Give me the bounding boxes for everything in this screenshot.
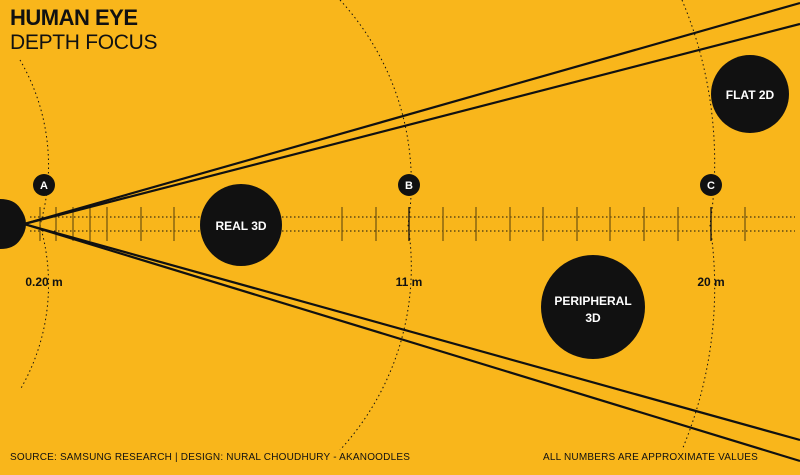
arc-far [681,0,716,451]
page-title: HUMAN EYE [10,5,138,30]
cone-upper-outer [23,1,800,226]
approximation-note: ALL NUMBERS ARE APPROXIMATE VALUES [542,452,758,463]
distance-ticks [39,207,746,241]
marker-a: A [33,174,55,196]
zone-peripheral-3d: PERIPHERAL 3D [541,255,645,359]
zone-flat-2d-label: FLAT 2D [726,88,775,102]
distance-label-b: 11 m [396,275,423,289]
marker-c: C [700,174,722,196]
arc-near [19,59,50,391]
cone-upper-inner [23,22,800,226]
zone-peripheral-label-line2: 3D [585,311,601,325]
marker-b: B [398,174,420,196]
zone-real-3d: REAL 3D [200,184,282,266]
distance-label-c: 20 m [697,275,724,289]
marker-a-label: A [40,180,48,192]
distance-arcs [19,0,716,451]
arc-mid [339,0,412,451]
distance-label-a: 0.20 m [25,275,62,289]
field-of-view-cone [23,1,800,463]
zone-flat-2d: FLAT 2D [711,55,789,133]
marker-c-label: C [707,180,715,192]
marker-b-label: B [405,180,413,192]
page-subtitle: DEPTH FOCUS [10,31,158,54]
zone-real-3d-label: REAL 3D [215,219,266,233]
axis-lines [30,216,795,232]
cone-lower-inner [23,222,800,442]
cone-lower-outer [23,222,800,463]
zone-peripheral-label-line1: PERIPHERAL [554,294,631,308]
head-icon [0,199,26,249]
source-credit: SOURCE: SAMSUNG RESEARCH | DESIGN: NURAL… [10,452,411,463]
